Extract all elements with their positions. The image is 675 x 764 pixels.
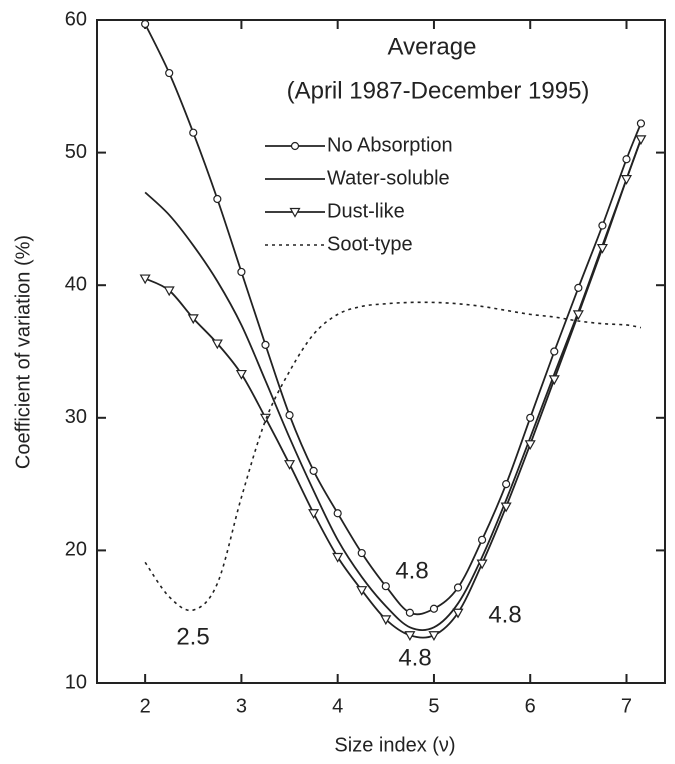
- marker: [259, 413, 272, 424]
- marker: [261, 340, 270, 349]
- marker: [213, 194, 222, 204]
- marker: [548, 375, 560, 386]
- y-tick-label: 60: [65, 8, 87, 30]
- marker: [380, 615, 392, 626]
- series-line: [144, 139, 642, 639]
- marker: [333, 509, 342, 518]
- marker: [622, 155, 631, 164]
- marker: [237, 267, 246, 277]
- marker: [165, 68, 174, 78]
- marker: [189, 128, 198, 137]
- marker: [163, 286, 175, 297]
- marker: [477, 535, 487, 544]
- marker: [141, 19, 150, 29]
- annotation: 4.8: [395, 557, 428, 584]
- series-line: [144, 23, 642, 616]
- y-tick-label: 10: [65, 671, 87, 693]
- marker: [526, 413, 535, 422]
- x-tick-label: 3: [236, 695, 247, 717]
- annotation: 4.8: [398, 644, 431, 671]
- chart-title: Average: [388, 33, 477, 60]
- marker: [357, 548, 366, 558]
- marker: [405, 608, 414, 617]
- marker: [453, 583, 463, 592]
- marker: [284, 460, 296, 470]
- legend-label: Soot-type: [327, 233, 413, 255]
- annotation: 4.8: [488, 601, 521, 628]
- marker: [235, 369, 247, 380]
- legend-label: No Absorption: [327, 134, 453, 156]
- marker: [452, 608, 464, 619]
- marker: [309, 466, 318, 475]
- legend-marker: [290, 141, 300, 151]
- x-tick-label: 7: [621, 695, 632, 717]
- marker: [636, 119, 646, 128]
- x-tick-label: 4: [332, 695, 343, 717]
- marker: [428, 631, 440, 641]
- annotation: 2.5: [176, 623, 209, 650]
- marker: [356, 586, 368, 596]
- marker: [596, 243, 608, 254]
- marker: [285, 411, 294, 420]
- marker: [598, 221, 607, 230]
- marker: [635, 135, 647, 146]
- marker: [572, 310, 584, 321]
- x-tick-label: 5: [428, 695, 439, 717]
- marker: [524, 440, 536, 451]
- x-tick-label: 6: [525, 695, 536, 717]
- marker: [620, 175, 633, 185]
- marker: [381, 582, 390, 591]
- marker: [211, 339, 223, 350]
- marker: [187, 314, 199, 325]
- x-axis-label: Size index (ν): [334, 734, 455, 756]
- y-tick-label: 40: [65, 273, 87, 295]
- marker: [476, 559, 488, 570]
- marker: [550, 347, 559, 356]
- marker: [332, 552, 344, 563]
- series-line: [144, 139, 642, 632]
- y-tick-label: 50: [65, 141, 87, 163]
- y-axis-label: Coefficient of variation (%): [12, 235, 34, 469]
- legend-marker: [289, 207, 301, 218]
- marker: [308, 509, 320, 519]
- legend-label: Dust-like: [327, 200, 405, 222]
- marker: [502, 480, 511, 489]
- y-tick-label: 30: [65, 406, 87, 428]
- marker: [429, 604, 439, 613]
- marker: [500, 502, 512, 513]
- series-line: [144, 301, 642, 612]
- plot-frame: [96, 19, 666, 684]
- y-tick-label: 20: [65, 539, 87, 561]
- x-tick-label: 2: [140, 695, 151, 717]
- chart-subtitle: (April 1987-December 1995): [287, 77, 590, 104]
- marker: [574, 283, 583, 292]
- marker: [139, 274, 151, 285]
- legend-label: Water-soluble: [327, 167, 450, 189]
- marker: [404, 631, 416, 641]
